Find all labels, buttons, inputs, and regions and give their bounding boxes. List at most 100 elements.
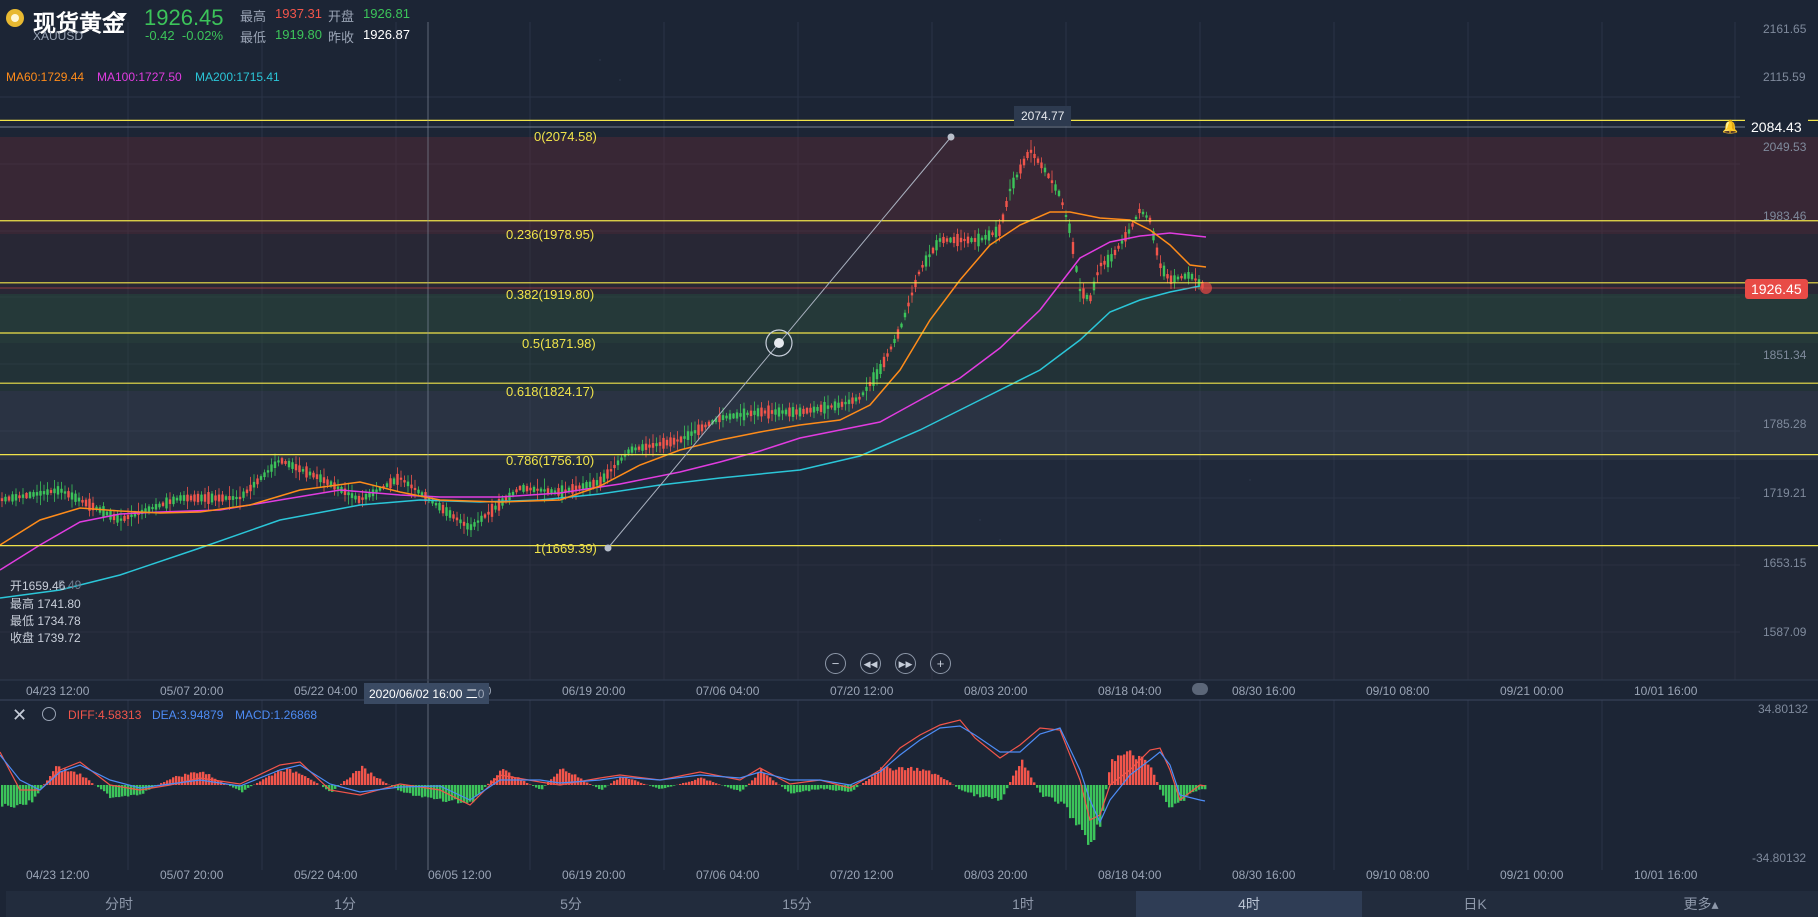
- chevron-down-icon[interactable]: [117, 13, 127, 19]
- candle-body: [777, 407, 781, 417]
- instrument-title[interactable]: 现货黄金: [33, 10, 125, 36]
- candle-body: [1057, 190, 1061, 196]
- fib-anchor-mid-ring[interactable]: [765, 329, 793, 357]
- macd-bar: [943, 779, 946, 785]
- candle-body: [1134, 216, 1138, 220]
- candle-body: [879, 363, 882, 375]
- macd-bar: [748, 783, 751, 785]
- timeframe-tab[interactable]: 15分: [782, 896, 812, 912]
- macd-bar: [274, 773, 277, 785]
- high-value: 1937.31: [275, 6, 322, 21]
- candle-body: [945, 238, 949, 242]
- macd-diff-line: [0, 719, 1206, 821]
- macd-bar: [505, 770, 508, 785]
- low-value: 1919.80: [275, 27, 322, 42]
- candle-body: [378, 487, 382, 491]
- timeframe-tab[interactable]: 1分: [334, 896, 356, 912]
- macd-bar: [712, 782, 715, 785]
- fib-anchor-top[interactable]: [947, 133, 955, 141]
- timeframe-tab[interactable]: 5分: [560, 896, 582, 912]
- timeframe-tab[interactable]: 日K: [1463, 896, 1487, 912]
- candle-body: [11, 494, 14, 502]
- macd-bar: [883, 768, 886, 785]
- candle-body: [1033, 153, 1036, 159]
- last-price: 1926.45: [144, 5, 224, 30]
- candle-body: [616, 460, 620, 466]
- candle-body: [560, 485, 564, 498]
- macd-bar: [271, 775, 274, 785]
- timeframe-tab[interactable]: 分时: [105, 896, 133, 912]
- candle-body: [1110, 254, 1113, 262]
- price-change: -0.42 -0.02%: [145, 28, 223, 43]
- macd-bar: [910, 766, 913, 785]
- candle-body: [914, 279, 917, 288]
- skip-back-button[interactable]: ◀◀: [860, 653, 881, 674]
- macd-bar: [76, 774, 79, 785]
- macd-value-legend: MACD:1.26868: [235, 708, 318, 722]
- macd-diff-legend: DIFF:4.58313: [68, 708, 142, 722]
- timeframe-tab[interactable]: 1时: [1012, 896, 1034, 912]
- candle-body: [312, 472, 315, 478]
- timeframe-tab[interactable]: 4时: [1136, 891, 1362, 917]
- candle-body: [200, 494, 203, 502]
- prev-close-value: 1926.87: [363, 27, 410, 42]
- fib-anchor-bottom[interactable]: [604, 544, 612, 552]
- bell-icon[interactable]: 🔔: [1722, 119, 1739, 134]
- macd-bar: [364, 768, 367, 785]
- candle-body: [280, 458, 284, 464]
- macd-bar: [682, 782, 685, 785]
- macd-bar: [31, 785, 34, 803]
- close-icon[interactable]: ✕: [12, 705, 28, 725]
- fib-anchor-mid[interactable]: [774, 338, 784, 348]
- candle-body: [1148, 217, 1152, 223]
- macd-bar: [136, 785, 139, 796]
- candle-body: [543, 489, 546, 492]
- macd-bar: [349, 777, 352, 785]
- macd-bar: [370, 772, 373, 785]
- main-x-tick-label: 05/07 20:00: [160, 684, 224, 698]
- candle-body: [511, 491, 515, 496]
- candle-body: [84, 499, 88, 507]
- candle-body: [151, 507, 154, 510]
- macd-bar: [169, 779, 172, 785]
- candle-body: [830, 405, 833, 408]
- candle-body: [14, 494, 18, 501]
- macd-bar: [994, 785, 997, 799]
- macd-bar: [655, 785, 658, 788]
- macd-bar: [889, 768, 892, 785]
- candle-body: [683, 436, 686, 439]
- candle-body: [1152, 231, 1155, 241]
- macd-bar: [592, 785, 595, 786]
- macd-bar: [1090, 785, 1093, 843]
- macd-bar: [1012, 775, 1015, 785]
- skip-forward-button[interactable]: ▶▶: [895, 653, 916, 674]
- scroll-handle[interactable]: [1192, 683, 1208, 695]
- macd-bar: [301, 774, 304, 785]
- crosshair-time-tag: 2020/06/02 16:00 二0: [364, 683, 490, 704]
- macd-bar: [1033, 782, 1036, 785]
- macd-bar: [616, 779, 619, 785]
- macd-bar: [685, 782, 688, 785]
- candle-body: [427, 498, 431, 501]
- candle-body: [305, 466, 308, 478]
- candle-body: [672, 437, 676, 445]
- candle-body: [357, 495, 361, 503]
- y-tick-label: 1719.21: [1763, 486, 1807, 501]
- gear-icon[interactable]: [42, 707, 56, 721]
- macd-bar: [718, 784, 721, 785]
- macd-bar: [496, 775, 499, 785]
- macd-bar: [412, 785, 415, 796]
- macd-bar: [403, 785, 406, 793]
- zoom-in-button[interactable]: +: [930, 653, 951, 674]
- macd-bar: [919, 770, 922, 785]
- macd-bar: [1171, 785, 1174, 808]
- macd-bar: [568, 772, 571, 785]
- zoom-out-button[interactable]: −: [825, 653, 846, 674]
- macd-bar: [1174, 785, 1177, 804]
- macd-bar: [706, 780, 709, 785]
- candle-body: [875, 369, 879, 380]
- macd-bar: [1159, 785, 1162, 790]
- timeframe-tab[interactable]: 更多▴: [1683, 896, 1719, 912]
- candle-body: [1040, 162, 1043, 169]
